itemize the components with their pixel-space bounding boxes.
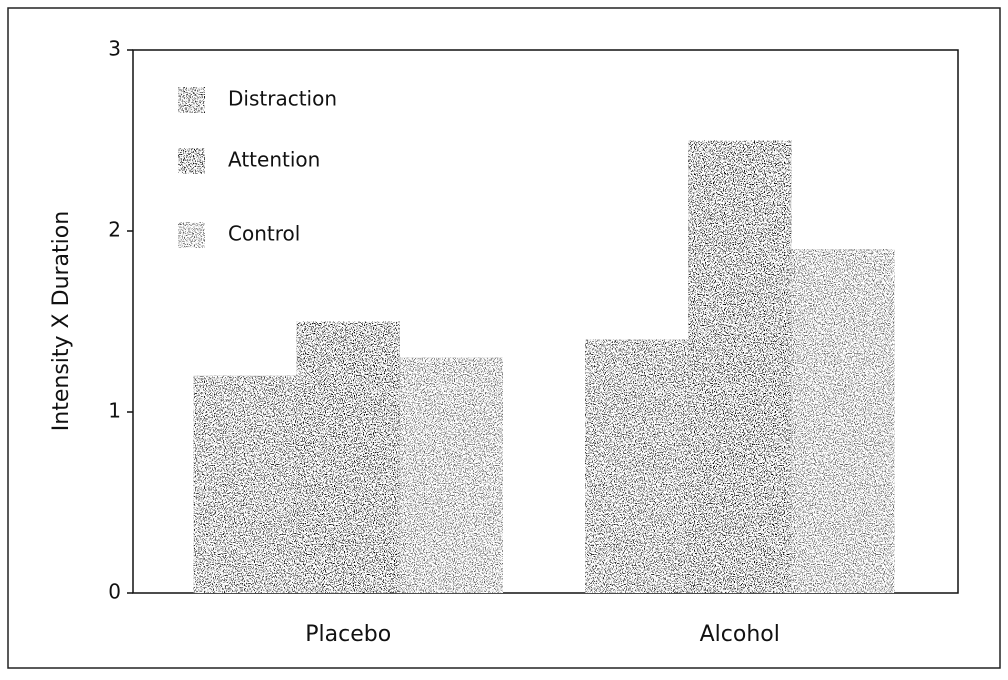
x-tick-label: Placebo [305,622,391,647]
bar [791,249,895,593]
bar [585,339,689,593]
frame [7,7,1001,669]
bar [296,321,400,593]
bar [688,140,792,593]
legend-label: Attention [228,148,320,172]
plot-frame [132,49,959,594]
legend-swatch [178,148,205,174]
legend-label: Control [228,222,300,246]
y-tick-label: 3 [108,37,121,61]
y-tick-label: 0 [108,580,121,604]
bar [193,375,297,593]
legend-swatch [178,222,205,248]
y-tick-label: 2 [108,218,121,242]
legend-swatch [178,87,205,113]
bar [399,357,503,593]
y-tick-label: 1 [108,399,121,423]
y-axis-label: Intensity X Duration [49,211,74,431]
legend-label: Distraction [228,87,337,111]
x-tick-label: Alcohol [700,622,780,647]
